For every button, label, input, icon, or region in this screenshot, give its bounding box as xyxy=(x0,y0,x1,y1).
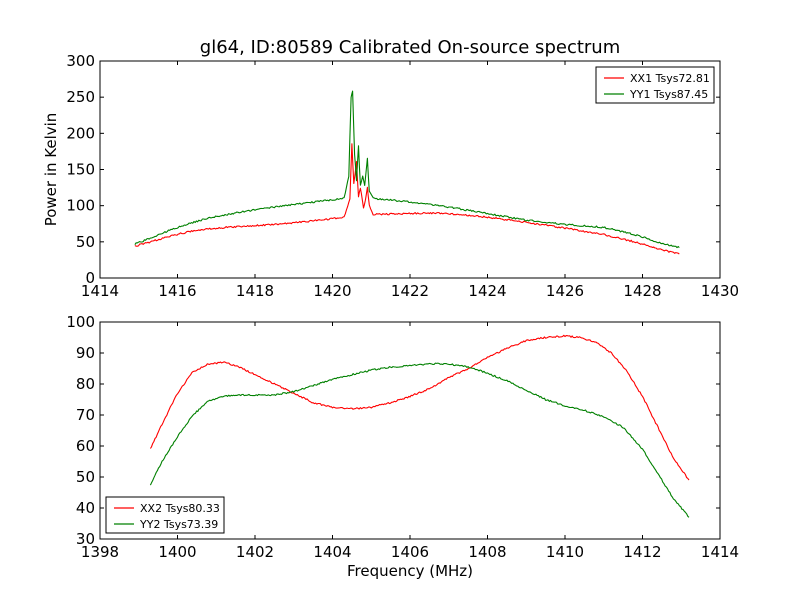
y-tick-label: 300 xyxy=(66,52,95,70)
y-axis-label: Power in Kelvin xyxy=(42,113,60,227)
legend: XX1 Tsys72.81 YY1 Tsys87.45 xyxy=(595,66,715,104)
x-tick-label: 1414 xyxy=(701,543,739,561)
legend-label-2: YY2 Tsys73.39 xyxy=(139,518,218,531)
bottom-subplot: 1398 1400 1402 1404 1406 1408 1410 1412 1414 30 40… xyxy=(66,313,739,580)
y-tick-label: 70 xyxy=(76,406,95,424)
y-tick-label: 80 xyxy=(76,375,95,393)
chart-title: gl64, ID:80589 Calibrated On-source spec… xyxy=(200,37,620,58)
x-tick-label: 1426 xyxy=(546,282,584,300)
y-tick-label: 100 xyxy=(66,197,95,215)
y-tick-label: 200 xyxy=(66,124,95,142)
y-tick-label: 0 xyxy=(85,269,95,287)
y-tick-label: 50 xyxy=(76,233,95,251)
y-tick-label: 50 xyxy=(76,468,95,486)
y-tick-label: 40 xyxy=(76,499,95,517)
x-tick-label: 1428 xyxy=(623,282,661,300)
x-tick-label: 1404 xyxy=(313,543,351,561)
legend-label-2: YY1 Tsys87.45 xyxy=(629,88,708,101)
legend-label-1: XX1 Tsys72.81 xyxy=(630,72,710,85)
x-tick-label: 1400 xyxy=(158,543,196,561)
x-tick-label: 1430 xyxy=(701,282,739,300)
x-tick-label: 1424 xyxy=(468,282,506,300)
y-tick-label: 30 xyxy=(76,530,95,548)
x-tick-label: 1422 xyxy=(391,282,429,300)
top-subplot: 1414 1416 1418 1420 1422 1424 1426 1428 1430 0 50 1… xyxy=(42,37,739,300)
y-tick-label: 100 xyxy=(66,313,95,331)
legend-label-1: XX2 Tsys80.33 xyxy=(140,502,220,515)
y-tick-label: 90 xyxy=(76,344,95,362)
x-axis-label: Frequency (MHz) xyxy=(347,562,473,580)
legend: XX2 Tsys80.33 YY2 Tsys73.39 xyxy=(105,496,225,534)
x-tick-label: 1398 xyxy=(81,543,119,561)
y-tick-label: 150 xyxy=(66,161,95,179)
x-tick-label: 1406 xyxy=(391,543,429,561)
x-tick-label: 1402 xyxy=(236,543,274,561)
series-line-2 xyxy=(149,362,690,518)
series-line-1 xyxy=(134,143,680,255)
x-tick-label: 1420 xyxy=(313,282,351,300)
series-line-2 xyxy=(134,90,680,249)
y-tick-label: 60 xyxy=(76,437,95,455)
x-tick-label: 1414 xyxy=(81,282,119,300)
x-tick-label: 1418 xyxy=(236,282,274,300)
x-tick-label: 1410 xyxy=(546,543,584,561)
legend-box xyxy=(595,66,715,104)
series-line-1 xyxy=(149,334,690,481)
y-tick-label: 250 xyxy=(66,88,95,106)
x-tick-label: 1412 xyxy=(623,543,661,561)
x-tick-label: 1416 xyxy=(158,282,196,300)
legend-box xyxy=(105,496,225,534)
x-tick-label: 1408 xyxy=(468,543,506,561)
